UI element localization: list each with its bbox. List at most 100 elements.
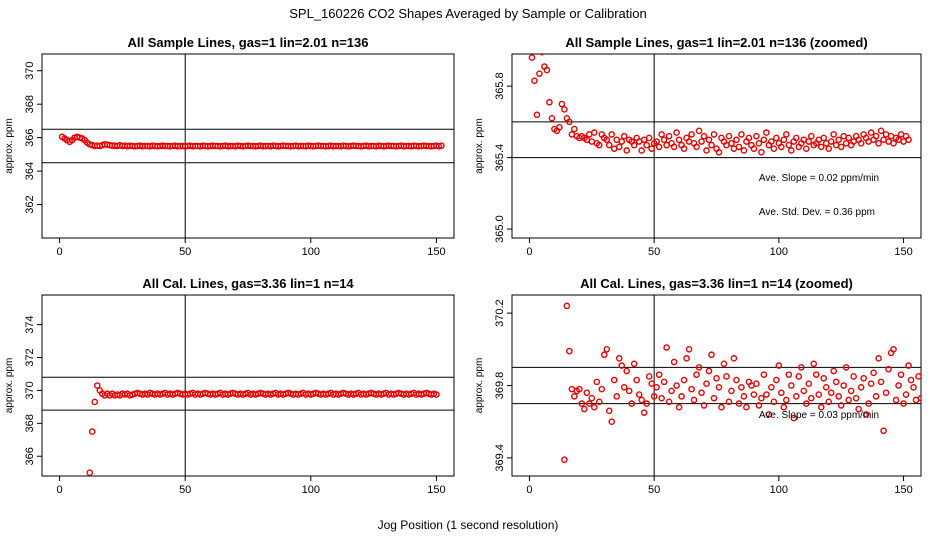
data-point <box>810 360 818 368</box>
data-point <box>690 396 698 404</box>
y-tick-label: 368 <box>24 414 36 432</box>
data-point <box>778 143 785 151</box>
data-point <box>812 371 820 378</box>
data-point <box>683 355 690 362</box>
data-point <box>618 362 626 369</box>
data-point <box>832 378 840 386</box>
data-point <box>648 145 655 152</box>
data-point <box>660 136 668 144</box>
data-point <box>845 396 852 404</box>
x-tick-label: 100 <box>770 484 788 496</box>
data-point <box>835 393 843 400</box>
data-point <box>795 373 803 380</box>
data-point <box>675 136 683 144</box>
data-point <box>797 364 805 371</box>
data-point <box>638 147 645 154</box>
y-tick-label: 370 <box>24 62 36 80</box>
data-point <box>897 371 905 378</box>
data-point <box>548 115 556 122</box>
x-tick-label: 100 <box>302 246 320 258</box>
data-point <box>860 374 867 382</box>
data-point <box>738 384 745 391</box>
data-point <box>670 358 678 366</box>
data-point <box>872 393 880 400</box>
y-tick-label: 365.4 <box>494 144 506 172</box>
x-tick-label: 50 <box>648 484 660 496</box>
data-point <box>705 367 713 375</box>
panel-1: All Sample Lines, gas=1 lin=2.01 n=136 0 5… <box>4 35 455 258</box>
data-point <box>438 142 445 149</box>
data-point <box>650 393 658 400</box>
y-tick-label: 362 <box>24 195 36 213</box>
x-tick-label: 150 <box>427 484 445 496</box>
data-point <box>733 376 740 384</box>
data-point <box>907 376 915 384</box>
data-point <box>770 145 778 152</box>
data-point <box>93 382 101 389</box>
data-point <box>645 134 653 142</box>
data-point <box>768 138 775 145</box>
data-point <box>603 136 611 144</box>
x-tick-label: 0 <box>526 246 532 258</box>
data-point <box>695 364 703 371</box>
data-point <box>720 360 728 368</box>
data-point <box>750 145 758 152</box>
data-point <box>775 362 783 369</box>
data-point <box>743 403 750 411</box>
stat-annotation: Ave. Slope = 0.03 ppm/min <box>759 410 879 421</box>
data-point <box>693 143 700 151</box>
data-point <box>600 351 608 359</box>
data-point <box>708 351 715 359</box>
data-point <box>710 131 718 138</box>
data-points <box>528 54 912 156</box>
y-tick-label: 365.8 <box>494 72 506 100</box>
data-point <box>885 365 892 373</box>
data-point <box>760 136 768 144</box>
panel-2: All Sample Lines, gas=1 lin=2.01 n=136 (… <box>474 35 922 258</box>
data-point <box>870 369 877 377</box>
data-point <box>830 367 838 375</box>
data-point <box>653 138 660 145</box>
data-point <box>768 384 775 391</box>
data-point <box>902 391 910 398</box>
data-point <box>665 132 673 140</box>
data-point <box>533 111 541 119</box>
data-point <box>875 140 882 147</box>
data-point <box>700 402 708 409</box>
data-point <box>653 384 660 391</box>
y-tick-label: 368 <box>24 95 36 113</box>
data-point <box>620 384 628 391</box>
data-point <box>783 396 790 404</box>
data-point <box>670 143 678 151</box>
data-point <box>733 136 740 144</box>
data-point <box>665 398 673 406</box>
data-point <box>673 382 680 389</box>
data-point <box>613 393 621 400</box>
y-tick-label: 369.4 <box>494 444 506 472</box>
y-axis-label: approx. ppm <box>4 118 15 174</box>
data-point <box>615 143 623 151</box>
data-point <box>920 370 921 375</box>
data-point <box>91 398 99 406</box>
data-point <box>857 384 865 391</box>
data-point <box>698 389 705 397</box>
data-point <box>640 409 648 416</box>
data-point <box>688 385 695 393</box>
data-point <box>528 54 536 61</box>
data-point <box>745 134 753 142</box>
data-point <box>875 355 882 362</box>
data-point <box>88 428 96 435</box>
data-point <box>842 364 850 371</box>
data-point <box>593 378 601 386</box>
data-point <box>561 106 568 113</box>
data-point <box>561 456 568 464</box>
data-point <box>728 140 735 147</box>
data-point <box>725 132 733 140</box>
y-axis-label: approx. ppm <box>474 118 485 174</box>
data-point <box>877 127 885 135</box>
data-point <box>595 141 603 149</box>
data-point <box>760 371 768 378</box>
data-point <box>608 131 616 138</box>
data-point <box>625 387 633 395</box>
